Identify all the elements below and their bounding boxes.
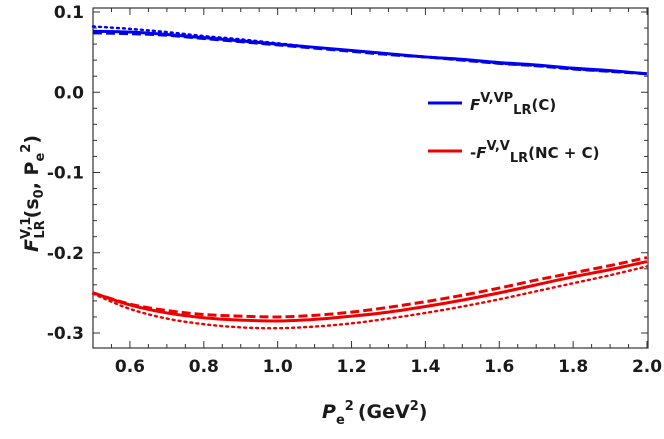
series-line-4-dashed: [92, 256, 648, 319]
legend: FV,VPLR(C) -FV,VLR(NC + C): [428, 91, 599, 166]
x-tick-label: 0.6: [115, 357, 145, 377]
y-tick-label: 0.1: [54, 3, 84, 23]
x-tick-label: 2.0: [632, 357, 662, 377]
series-line-5-dotted: [91, 265, 649, 330]
x-tick-label: 1.6: [484, 357, 514, 377]
x-tick-label: 1.0: [263, 357, 293, 377]
x-tick-label: 1.8: [558, 357, 588, 377]
y-tick-label: -0.3: [47, 324, 84, 344]
series-layer: [91, 25, 649, 330]
series-line-2-dotted: [91, 25, 649, 75]
legend-item-blue: FV,VPLR(C): [428, 91, 556, 118]
y-axis-label: FV,1LR(s0, Pe2): [19, 135, 48, 252]
x-tick-label: 1.4: [410, 357, 440, 377]
plot-frame: [92, 7, 649, 349]
series-line-1-dashed: [92, 31, 648, 76]
x-tick-label: 0.8: [189, 357, 219, 377]
legend-label-blue: FV,VPLR(C): [470, 91, 556, 118]
x-axis-label: Pe2 (GeV2): [322, 399, 427, 428]
y-tick-label: -0.2: [47, 244, 84, 264]
series-line-3-solid: [92, 260, 648, 323]
x-tick-label: 1.2: [336, 357, 366, 377]
y-tick-label: -0.1: [47, 164, 84, 184]
plot-area: 0.6 0.8 1.0 1.2 1.4 1.6 1.8 2.0 0.1 0.0 -0.1 -0.2 -0…: [47, 3, 662, 377]
legend-label-red: -FV,VLR(NC + C): [470, 139, 599, 166]
legend-item-red: -FV,VLR(NC + C): [428, 139, 599, 166]
y-tick-label: 0.0: [54, 83, 84, 103]
